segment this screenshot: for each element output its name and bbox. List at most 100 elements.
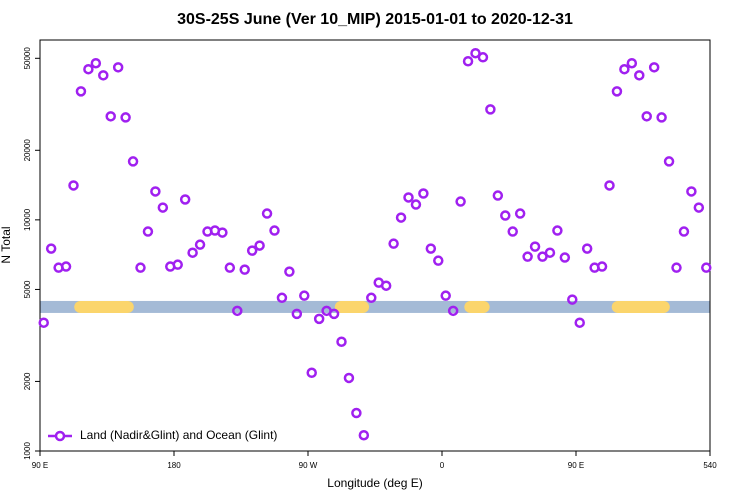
point [306,367,317,379]
y-tick-label: 1000 [23,442,32,460]
point [686,186,697,197]
point [485,104,496,115]
point [567,294,578,305]
point [433,255,444,266]
chart-title: 30S-25S June (Ver 10_MIP) 2015-01-01 to … [177,11,573,28]
point [150,186,161,197]
x-tick-label: 90 W [299,461,318,470]
point [447,305,459,317]
point [60,261,72,272]
point [142,226,154,237]
y-tick-label: 50000 [23,47,32,70]
y-axis-label: N Total [0,226,13,263]
x-axis-label: Longitude (deg E) [327,476,422,490]
point [462,56,474,67]
point [626,57,638,69]
point [299,290,310,301]
y-tick-label: 2000 [23,372,32,390]
plot-frame [39,39,711,452]
point [45,243,57,254]
x-tick-label: 180 [167,461,181,470]
point [284,266,295,277]
point [68,180,79,191]
band-highlight [74,300,134,313]
x-tick-label: 90 E [568,461,584,470]
point [663,156,675,167]
point [239,264,250,275]
point [477,52,489,63]
point [559,252,571,263]
point [261,208,273,219]
point [291,308,303,320]
point [351,407,362,419]
band-highlight [611,300,670,313]
point [232,305,243,317]
point [313,313,325,325]
point [38,317,49,328]
point [98,70,109,81]
point [507,226,518,237]
point [90,57,102,69]
point [596,261,608,272]
point [678,226,690,237]
point [75,86,87,97]
point [127,156,139,167]
point [656,112,667,123]
point [366,292,377,304]
point [574,317,585,328]
point [328,308,340,320]
point [194,239,206,250]
point [120,112,131,123]
point [418,188,429,199]
point [380,280,392,291]
point [135,262,146,273]
point [641,111,652,122]
point [522,251,533,262]
point [395,212,407,223]
band [40,300,710,313]
point [671,262,682,273]
point [514,208,526,219]
x-tick-label: 90 E [32,461,48,470]
point [581,243,593,254]
point [693,202,705,213]
x-tick-label: 540 [703,461,717,470]
point [276,292,288,304]
point [611,86,623,97]
point [217,227,228,238]
point [604,180,615,191]
band-highlight [334,300,370,313]
point [105,111,116,122]
x-tick-label: 0 [440,461,445,470]
band-highlight [464,300,490,313]
point [224,262,236,273]
point [83,63,94,75]
point [410,199,422,210]
point [246,245,258,256]
point [425,243,437,254]
point [112,62,124,73]
point [455,196,466,207]
y-tick-label: 5000 [23,280,32,298]
point [179,194,191,205]
point [343,372,355,384]
point [634,70,645,81]
point [187,247,198,258]
point [701,262,712,273]
point [388,238,399,249]
point [157,202,169,213]
point [470,47,481,59]
point [172,259,183,270]
point [492,190,504,201]
point [254,240,265,251]
point [544,247,556,258]
point [500,210,511,221]
point [358,429,370,441]
point [269,225,280,236]
y-tick-label: 20000 [23,139,32,162]
point [440,290,451,301]
point [403,192,414,203]
point [552,225,563,236]
point [619,63,630,75]
